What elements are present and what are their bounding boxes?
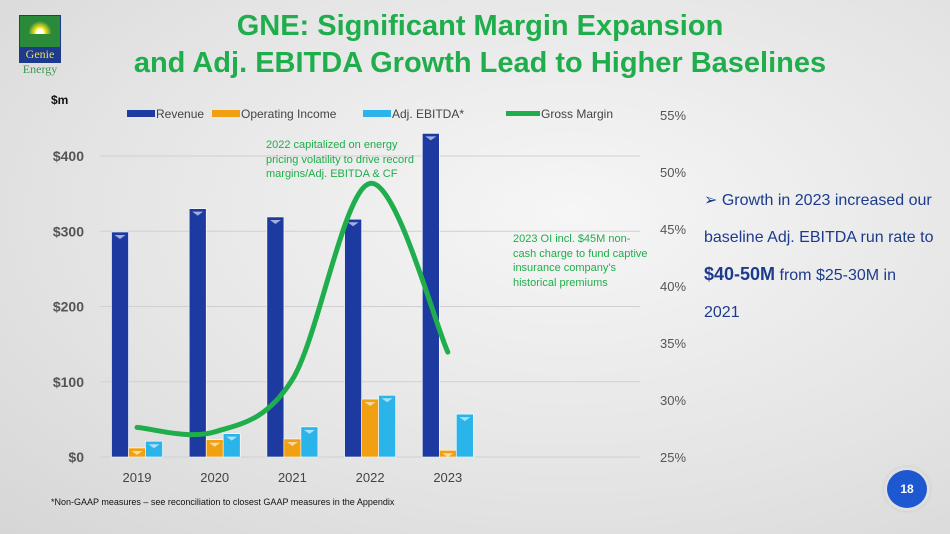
bar-bevel — [286, 441, 298, 446]
bar-bevel — [381, 398, 393, 403]
y2-tick-label: 30% — [660, 393, 686, 408]
y-tick-label: $0 — [68, 449, 84, 465]
bar-bevel — [209, 442, 221, 447]
bullet-point: ➢ Growth in 2023 increased our baseline … — [704, 182, 934, 331]
legend-label: Revenue — [156, 107, 204, 121]
y2-tick-label: 35% — [660, 336, 686, 351]
bar-adj-ebitda- — [222, 433, 241, 458]
x-tick-label: 2021 — [278, 470, 307, 485]
title-line-2: and Adj. EBITDA Growth Lead to Higher Ba… — [133, 47, 827, 79]
legend-swatch — [212, 110, 240, 117]
bar-revenue — [188, 208, 207, 458]
bar-bevel — [303, 429, 315, 434]
logo-sub: Energy — [22, 62, 58, 76]
bar-adj-ebitda- — [455, 413, 474, 458]
legend-swatch — [363, 110, 391, 117]
bar-revenue — [344, 218, 362, 458]
slide-title: GNE: Significant Margin Expansion and Ad… — [90, 8, 870, 82]
y2-tick-label: 40% — [660, 279, 686, 294]
bullet-arrow-icon: ➢ — [704, 192, 718, 209]
bullet-text-2: from $25-30M in 2021 — [704, 267, 896, 321]
x-tick-label: 2022 — [356, 470, 385, 485]
y-tick-label: $200 — [53, 299, 84, 315]
unit-label: $m — [51, 93, 69, 107]
x-tick-label: 2023 — [433, 470, 462, 485]
logo-name: Genie — [20, 47, 60, 62]
y2-tick-label: 45% — [660, 222, 686, 237]
legend-swatch — [127, 110, 155, 117]
bar-operating-income — [283, 438, 302, 458]
y2-tick-label: 55% — [660, 108, 686, 123]
title-line-1: GNE: Significant Margin Expansion — [236, 10, 724, 42]
y-tick-label: $400 — [53, 148, 84, 164]
bar-bevel — [226, 436, 238, 441]
bar-bevel — [269, 219, 281, 224]
y-tick-label: $300 — [53, 223, 84, 239]
bar-revenue — [111, 231, 129, 458]
bar-operating-income — [361, 398, 379, 458]
bar-bevel — [114, 235, 126, 240]
bar-operating-income — [205, 439, 224, 458]
y2-tick-label: 25% — [660, 450, 686, 465]
bullet-highlight: $40-50M — [704, 264, 776, 284]
bar-bevel — [192, 211, 204, 216]
bar-adj-ebitda- — [378, 394, 396, 458]
line-gross-margin — [134, 180, 451, 438]
bar-bevel — [442, 453, 454, 458]
bar-adj-ebitda- — [300, 426, 319, 458]
legend-label: Gross Margin — [541, 107, 613, 121]
bar-adj-ebitda- — [145, 440, 163, 458]
x-tick-label: 2019 — [123, 470, 152, 485]
bar-revenue — [421, 133, 440, 458]
bar-bevel — [425, 136, 437, 141]
bar-bevel — [131, 450, 143, 455]
legend-label: Operating Income — [241, 107, 337, 121]
x-tick-label: 2020 — [200, 470, 229, 485]
genie-energy-logo: Genie Energy — [19, 15, 61, 76]
bullet-text: Growth in 2023 increased our baseline Ad… — [704, 192, 934, 246]
annotation-2022: 2022 capitalized on energy pricing volat… — [266, 139, 414, 180]
footnote: *Non-GAAP measures – see reconciliation … — [51, 497, 395, 507]
y2-tick-label: 50% — [660, 165, 686, 180]
y-tick-label: $100 — [53, 374, 84, 390]
annotation-2023: 2023 OI incl. $45M non-cash charge to fu… — [513, 233, 648, 289]
bar-revenue — [266, 216, 285, 458]
bar-bevel — [459, 417, 471, 422]
bar-bevel — [364, 402, 376, 407]
bar-bevel — [347, 222, 359, 227]
legend-label: Adj. EBITDA* — [392, 107, 464, 121]
page-number: 18 — [887, 470, 927, 508]
bar-bevel — [148, 444, 160, 449]
